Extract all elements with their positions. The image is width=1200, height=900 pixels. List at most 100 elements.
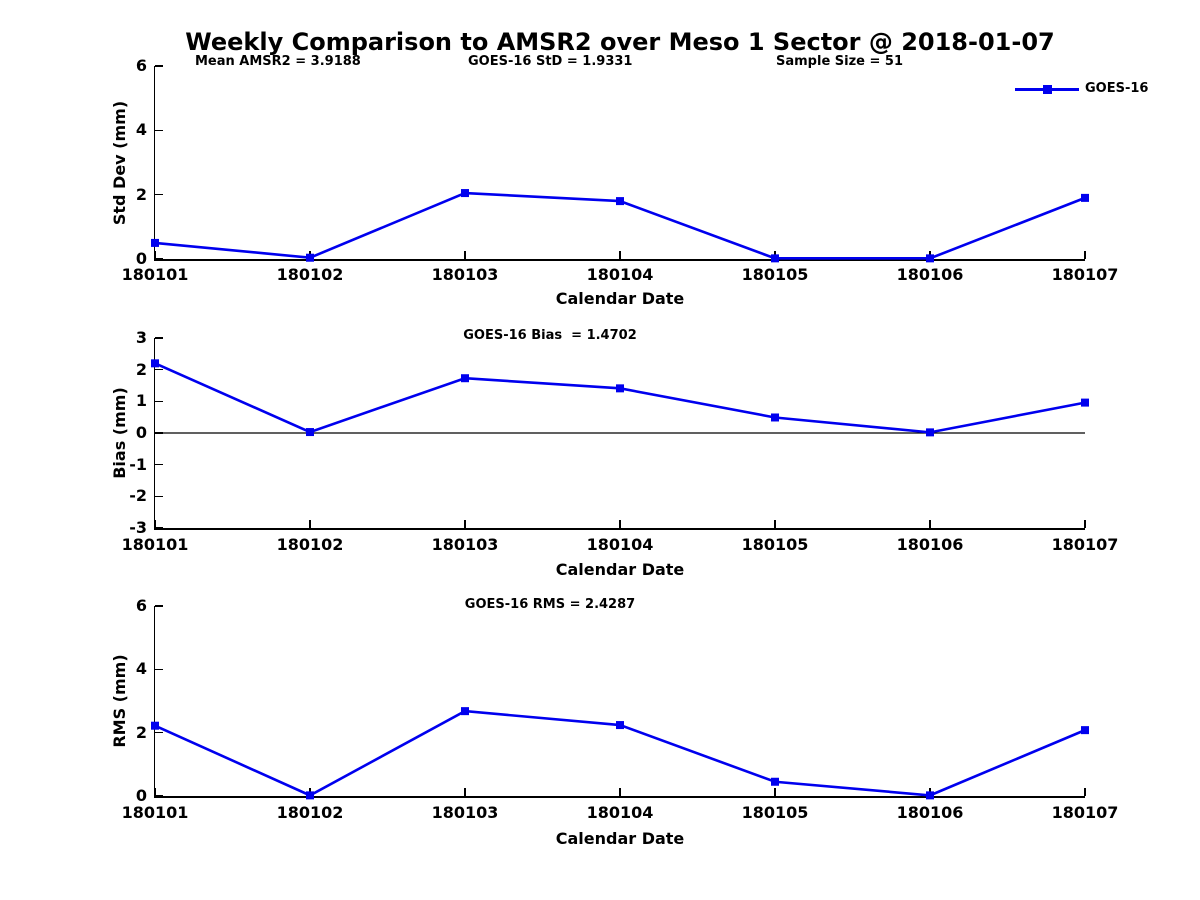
x-axis-label: Calendar Date — [555, 829, 685, 848]
x-tick-mark — [1084, 520, 1086, 528]
x-tick-mark — [309, 520, 311, 528]
data-marker-goes16 — [1081, 726, 1089, 735]
data-marker-goes16 — [306, 253, 314, 262]
x-axis-spine — [153, 528, 1085, 530]
x-tick-label: 180103 — [431, 535, 499, 554]
x-tick-mark — [154, 251, 156, 259]
x-tick-label: 180106 — [896, 535, 964, 554]
y-tick-mark — [155, 400, 163, 403]
figure-title: Weekly Comparison to AMSR2 over Meso 1 S… — [185, 28, 1055, 56]
legend-marker-sample — [1043, 85, 1052, 94]
y-tick-mark — [155, 731, 163, 734]
annotation: Sample Size = 51 — [776, 54, 904, 69]
y-tick-label: 2 — [135, 184, 147, 204]
data-marker-goes16 — [1081, 398, 1089, 407]
data-marker-goes16 — [616, 721, 624, 730]
data-marker-goes16 — [771, 254, 779, 263]
y-tick-mark — [155, 605, 163, 607]
x-tick-label: 180101 — [121, 803, 189, 822]
x-tick-label: 180107 — [1051, 535, 1119, 554]
plot-area-rms — [151, 707, 1089, 800]
data-marker-goes16 — [151, 721, 159, 730]
x-axis-label: Calendar Date — [555, 289, 685, 308]
x-tick-mark — [154, 520, 156, 528]
data-marker-goes16 — [771, 777, 779, 786]
y-tick-label: 0 — [135, 423, 147, 442]
data-marker-goes16 — [616, 197, 624, 206]
x-tick-label: 180104 — [586, 803, 654, 822]
y-tick-label: 2 — [135, 359, 147, 379]
y-tick-label: 4 — [135, 120, 147, 140]
y-tick-mark — [155, 65, 163, 67]
x-tick-mark — [619, 788, 621, 796]
y-tick-mark — [155, 193, 163, 196]
y-tick-mark — [155, 368, 163, 371]
x-tick-label: 180103 — [431, 265, 499, 284]
y-tick-label: -2 — [129, 486, 147, 506]
y-tick-label: -3 — [129, 518, 147, 537]
annotation: GOES-16 RMS = 2.4287 — [464, 597, 636, 612]
y-tick-mark — [155, 795, 163, 797]
y-tick-label: 0 — [135, 786, 147, 805]
x-tick-mark — [929, 520, 931, 528]
x-tick-mark — [774, 520, 776, 528]
plot-area-std-dev — [151, 189, 1089, 263]
y-tick-mark — [155, 495, 163, 498]
y-axis-spine — [153, 606, 155, 798]
y-tick-mark — [155, 129, 163, 132]
x-tick-label: 180105 — [741, 803, 809, 822]
x-tick-label: 180107 — [1051, 803, 1119, 822]
x-tick-label: 180103 — [431, 803, 499, 822]
y-tick-mark — [155, 463, 163, 466]
y-axis-spine — [153, 66, 155, 261]
y-tick-mark — [155, 258, 163, 260]
data-marker-goes16 — [151, 359, 159, 368]
data-marker-goes16 — [306, 428, 314, 437]
y-tick-mark — [155, 337, 163, 339]
y-tick-label: -1 — [129, 454, 147, 474]
x-tick-mark — [464, 520, 466, 528]
x-tick-mark — [1084, 251, 1086, 259]
x-tick-mark — [619, 251, 621, 259]
x-tick-mark — [619, 520, 621, 528]
data-marker-goes16 — [151, 238, 159, 247]
y-axis-label: RMS (mm) — [110, 654, 129, 748]
data-marker-goes16 — [926, 254, 934, 263]
data-marker-goes16 — [926, 791, 934, 800]
y-tick-label: 2 — [135, 722, 147, 742]
x-tick-label: 180101 — [121, 535, 189, 554]
x-tick-label: 180104 — [586, 265, 654, 284]
x-tick-label: 180102 — [276, 535, 344, 554]
x-tick-mark — [464, 251, 466, 259]
y-tick-label: 3 — [135, 328, 147, 347]
x-tick-label: 180106 — [896, 803, 964, 822]
x-axis-spine — [153, 796, 1085, 798]
x-axis-label: Calendar Date — [555, 560, 685, 579]
data-marker-goes16 — [306, 791, 314, 800]
data-marker-goes16 — [926, 428, 934, 437]
x-tick-label: 180107 — [1051, 265, 1119, 284]
y-tick-label: 6 — [135, 56, 147, 75]
y-axis-label: Std Dev (mm) — [110, 100, 129, 225]
y-axis-spine — [153, 338, 155, 530]
annotation: GOES-16 Bias = 1.4702 — [463, 328, 637, 343]
y-tick-mark — [155, 668, 163, 671]
data-line-goes16 — [154, 362, 1086, 434]
annotation: Mean AMSR2 = 3.9188 — [195, 54, 361, 69]
y-axis-label: Bias (mm) — [110, 387, 129, 479]
data-marker-goes16 — [616, 384, 624, 393]
data-marker-goes16 — [1081, 193, 1089, 202]
data-marker-goes16 — [461, 374, 469, 383]
y-tick-mark — [155, 527, 163, 529]
x-tick-label: 180102 — [276, 265, 344, 284]
x-tick-label: 180106 — [896, 265, 964, 284]
data-marker-goes16 — [461, 189, 469, 198]
data-marker-goes16 — [771, 413, 779, 422]
annotation: GOES-16 StD = 1.9331 — [468, 54, 633, 69]
x-tick-label: 180101 — [121, 265, 189, 284]
x-tick-mark — [1084, 788, 1086, 796]
y-tick-label: 4 — [135, 659, 147, 679]
x-tick-label: 180102 — [276, 803, 344, 822]
x-axis-spine — [153, 259, 1085, 261]
x-tick-mark — [154, 788, 156, 796]
